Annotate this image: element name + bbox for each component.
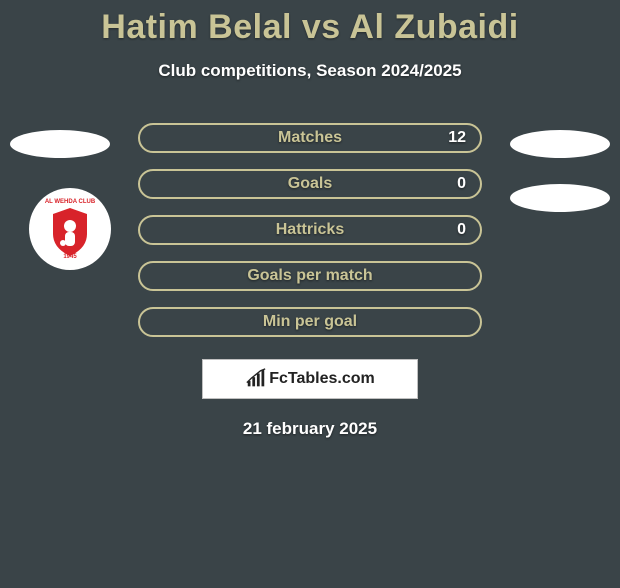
crest-top-text: AL WEHDA CLUB — [37, 199, 103, 205]
chart-icon — [245, 368, 267, 390]
crest-bottom-text: 1945 — [37, 254, 103, 260]
right-avatar-placeholder-2 — [510, 184, 610, 212]
left-avatar-placeholder-1 — [10, 130, 110, 158]
stat-row-matches: Matches 12 — [138, 123, 482, 153]
shield-icon — [37, 196, 103, 262]
stat-row-hattricks: Hattricks 0 — [138, 215, 482, 245]
stat-right-value: 0 — [457, 221, 466, 239]
stat-right-value: 0 — [457, 175, 466, 193]
stat-label: Goals per match — [247, 267, 372, 285]
stats-container: Matches 12 Goals 0 Hattricks 0 Goals per… — [138, 123, 482, 337]
brand-badge[interactable]: FcTables.com — [202, 359, 418, 399]
stat-row-goals: Goals 0 — [138, 169, 482, 199]
page-title: Hatim Belal vs Al Zubaidi — [0, 8, 620, 47]
stat-label: Matches — [278, 129, 342, 147]
stat-right-value: 12 — [448, 129, 466, 147]
stat-label: Hattricks — [276, 221, 344, 239]
stat-label: Min per goal — [263, 313, 357, 331]
club-crest: AL WEHDA CLUB 1945 — [29, 188, 111, 270]
date-text: 21 february 2025 — [0, 419, 620, 439]
stat-label: Goals — [288, 175, 332, 193]
stat-row-min-per-goal: Min per goal — [138, 307, 482, 337]
brand-text: FcTables.com — [269, 370, 375, 388]
stat-row-goals-per-match: Goals per match — [138, 261, 482, 291]
page-subtitle: Club competitions, Season 2024/2025 — [0, 61, 620, 81]
right-avatar-placeholder-1 — [510, 130, 610, 158]
